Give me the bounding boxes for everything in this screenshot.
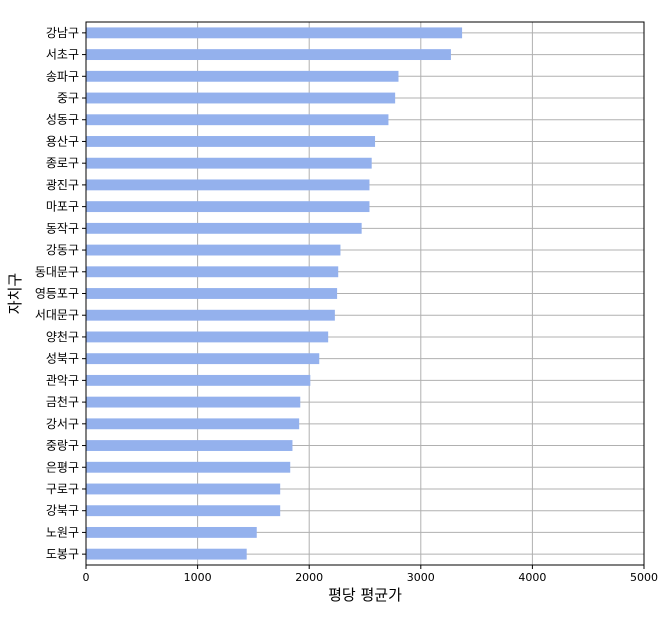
x-tick-label: 5000	[630, 571, 658, 584]
y-tick-label: 금천구	[46, 394, 79, 409]
bar	[86, 222, 362, 234]
bar	[86, 418, 300, 430]
bar	[86, 526, 257, 538]
bar	[86, 309, 335, 321]
x-tick-label: 1000	[184, 571, 212, 584]
bar	[86, 114, 389, 126]
bar	[86, 201, 370, 213]
bar	[86, 461, 291, 473]
y-tick-label: 마포구	[46, 200, 79, 214]
bar	[86, 27, 463, 39]
bar	[86, 49, 451, 61]
y-tick-label: 용산구	[46, 134, 79, 148]
y-tick-label: 도봉구	[46, 547, 79, 561]
bar	[86, 179, 370, 191]
bar	[86, 136, 376, 147]
bar	[86, 374, 311, 386]
y-tick-label: 동작구	[46, 221, 79, 235]
y-tick-label: 종로구	[46, 156, 79, 170]
y-tick-label: 노원구	[46, 525, 79, 539]
x-tick-label: 4000	[518, 571, 546, 584]
y-tick-label: 동대문구	[35, 265, 79, 279]
bars	[86, 27, 463, 560]
x-tick-label: 0	[83, 571, 90, 584]
y-tick-label: 성북구	[46, 352, 79, 366]
y-tick-label: 양천구	[46, 329, 79, 344]
y-tick-label: 은평구	[46, 460, 79, 474]
y-tick-label: 강북구	[46, 504, 79, 518]
y-tick-label: 관악구	[46, 373, 79, 387]
bar	[86, 353, 320, 365]
y-tick-label: 서초구	[46, 48, 79, 62]
y-axis-ticks: 강남구서초구송파구중구성동구용산구종로구광진구마포구동작구강동구동대문구영등포구…	[35, 26, 86, 561]
y-tick-label: 서대문구	[35, 308, 79, 322]
y-tick-label: 중랑구	[46, 439, 79, 453]
y-tick-label: 영등포구	[35, 287, 79, 301]
y-tick-label: 중구	[57, 91, 79, 105]
bar	[86, 157, 372, 169]
x-axis-ticks: 0 1000 2000 3000 4000 5000	[83, 565, 658, 584]
x-tick-label: 2000	[295, 571, 323, 584]
bar	[86, 331, 329, 343]
y-tick-label: 강남구	[46, 26, 79, 40]
bar	[86, 70, 399, 82]
bar	[86, 266, 339, 278]
y-tick-label: 강동구	[46, 243, 79, 257]
y-tick-label: 구로구	[46, 482, 79, 496]
bar	[86, 244, 341, 256]
bar	[86, 288, 338, 299]
y-tick-label: 성동구	[46, 113, 79, 127]
x-tick-label: 3000	[407, 571, 435, 584]
y-axis-label: 자치구	[6, 273, 24, 314]
bar	[86, 505, 281, 517]
x-axis-label: 평당 평균가	[328, 586, 402, 604]
bar	[86, 396, 301, 408]
y-tick-label: 강서구	[46, 417, 79, 431]
bar	[86, 548, 247, 560]
y-tick-label: 광진구	[46, 178, 79, 192]
y-tick-label: 송파구	[46, 69, 79, 83]
bar	[86, 92, 396, 104]
bar	[86, 440, 293, 451]
bar	[86, 483, 281, 495]
